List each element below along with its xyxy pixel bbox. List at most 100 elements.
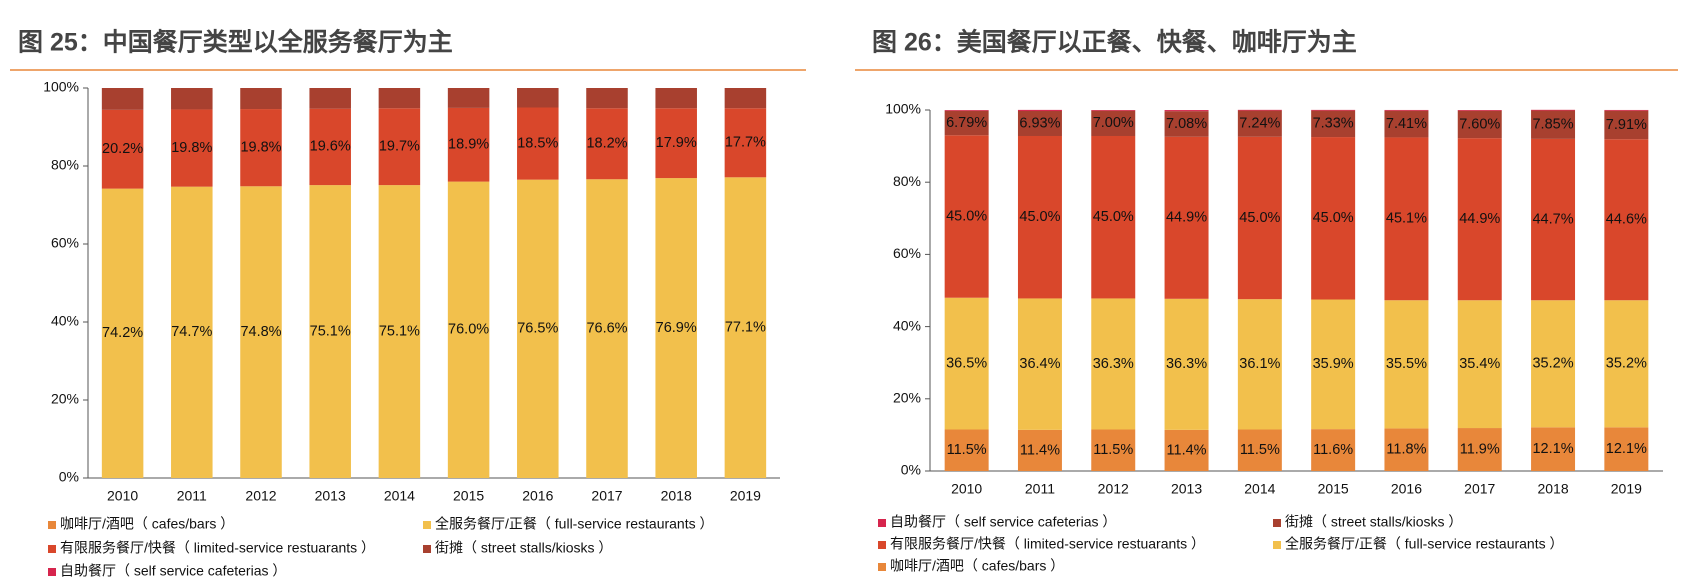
legend-swatch xyxy=(878,541,886,549)
chart-title: 图 25：中国餐厅类型以全服务餐厅为主 xyxy=(18,28,453,57)
legend-label: 全服务餐厅/正餐（ full-service restaurants ） xyxy=(1285,536,1564,552)
legend-label: 街摊（ street stalls/kiosks ） xyxy=(435,540,612,556)
bar-segment xyxy=(1311,110,1356,138)
x-tick-label: 2019 xyxy=(730,488,761,504)
x-tick-label: 2017 xyxy=(1464,481,1495,497)
x-tick-label: 2016 xyxy=(1391,481,1422,497)
bar-segment xyxy=(1237,429,1282,471)
bar-segment xyxy=(378,108,421,186)
value-label: 11.5% xyxy=(1240,442,1280,458)
value-label: 45.0% xyxy=(1093,209,1134,225)
bar-segment xyxy=(447,181,490,478)
value-label: 7.60% xyxy=(1459,116,1500,132)
value-label: 18.2% xyxy=(586,136,627,152)
legend-label: 有限服务餐厅/快餐（ limited-service restuarants ） xyxy=(60,540,375,556)
value-label: 44.6% xyxy=(1606,212,1647,228)
bar-segment xyxy=(724,108,767,178)
bar-segment xyxy=(1164,110,1209,112)
bar-segment xyxy=(1237,299,1282,430)
x-tick-label: 2019 xyxy=(1611,481,1642,497)
value-label: 11.5% xyxy=(947,442,987,458)
bar-segment xyxy=(944,297,989,430)
bar-segment xyxy=(1091,110,1136,111)
bar-segment xyxy=(586,108,628,180)
bar-segment xyxy=(1457,428,1502,471)
bar-segment xyxy=(1531,300,1576,428)
value-label: 35.2% xyxy=(1532,356,1573,372)
value-label: 74.7% xyxy=(171,324,212,340)
legend-swatch xyxy=(48,521,56,529)
x-tick-label: 2012 xyxy=(1098,481,1129,497)
bar-segment xyxy=(1457,138,1502,301)
value-label: 11.5% xyxy=(1093,442,1133,458)
bar-segment xyxy=(1604,300,1649,428)
bar-segment xyxy=(378,185,421,479)
x-tick-label: 2014 xyxy=(384,488,415,504)
legend-swatch xyxy=(878,519,886,527)
bar-segment xyxy=(944,135,989,298)
x-tick-label: 2014 xyxy=(1244,481,1275,497)
value-label: 75.1% xyxy=(379,323,420,339)
legend-label: 咖啡厅/酒吧（ cafes/bars ） xyxy=(60,516,234,532)
legend-swatch xyxy=(1273,519,1281,527)
bar-segment xyxy=(171,88,213,110)
bar-segment xyxy=(1604,110,1649,140)
bar-segment xyxy=(240,88,282,110)
bar-segment xyxy=(944,110,989,136)
value-label: 7.85% xyxy=(1532,117,1573,133)
bar-segment xyxy=(309,108,351,186)
bar-segment xyxy=(1604,109,1649,111)
value-label: 44.7% xyxy=(1532,211,1573,227)
value-label: 36.3% xyxy=(1093,356,1134,372)
value-label: 17.7% xyxy=(725,135,766,151)
value-label: 45.1% xyxy=(1386,211,1427,227)
value-label: 18.9% xyxy=(448,137,489,153)
bar-segment xyxy=(1604,427,1649,471)
value-label: 45.0% xyxy=(1019,209,1060,225)
bar-segment xyxy=(724,88,767,109)
value-label: 6.79% xyxy=(946,115,987,131)
legend-swatch xyxy=(48,568,56,576)
x-tick-label: 2010 xyxy=(107,488,138,504)
value-label: 76.5% xyxy=(517,321,558,337)
chart-title: 图 26：美国餐厅以正餐、快餐、咖啡厅为主 xyxy=(872,28,1357,57)
value-label: 19.8% xyxy=(240,139,281,155)
value-label: 44.9% xyxy=(1166,210,1207,226)
bar-segment xyxy=(1164,429,1209,471)
value-label: 7.41% xyxy=(1386,116,1427,132)
bar-segment xyxy=(944,110,989,111)
bar-segment xyxy=(944,429,989,471)
bar-segment xyxy=(1164,111,1209,137)
x-tick-label: 2013 xyxy=(1171,481,1202,497)
value-label: 12.1% xyxy=(1606,441,1647,457)
value-label: 45.0% xyxy=(1313,210,1354,226)
bar-segment xyxy=(1091,298,1136,430)
value-label: 76.6% xyxy=(586,320,627,336)
value-label: 7.08% xyxy=(1166,116,1207,132)
bar-segment xyxy=(1531,109,1576,111)
bar-segment xyxy=(1457,110,1502,139)
y-tick-label: 20% xyxy=(51,391,79,407)
bar-segment xyxy=(517,107,559,180)
y-tick-label: 60% xyxy=(51,235,79,251)
legend-label: 咖啡厅/酒吧（ cafes/bars ） xyxy=(890,558,1064,574)
value-label: 76.0% xyxy=(448,322,489,338)
legend-label: 自助餐厅（ self service cafeterias ） xyxy=(60,563,286,579)
value-label: 7.91% xyxy=(1606,117,1647,133)
x-tick-label: 2016 xyxy=(522,488,553,504)
bar-segment xyxy=(1384,110,1429,138)
bar-segment xyxy=(724,177,767,478)
bar-segment xyxy=(378,88,421,109)
bar-segment xyxy=(1384,428,1429,471)
value-label: 76.9% xyxy=(656,320,697,336)
bar-segment xyxy=(1604,139,1649,301)
value-label: 36.3% xyxy=(1166,356,1207,372)
value-label: 7.00% xyxy=(1093,115,1134,131)
bar-segment xyxy=(1164,298,1209,430)
bar-segment xyxy=(1311,429,1356,471)
y-tick-label: 100% xyxy=(43,79,79,95)
value-label: 20.2% xyxy=(102,141,143,157)
y-tick-label: 60% xyxy=(893,245,921,261)
legend-swatch xyxy=(48,545,56,553)
bar-segment xyxy=(1311,109,1356,111)
